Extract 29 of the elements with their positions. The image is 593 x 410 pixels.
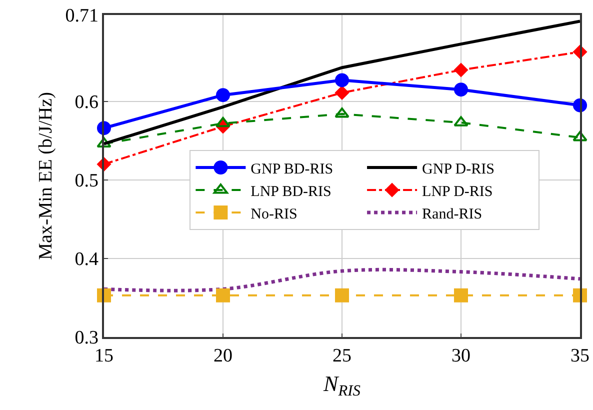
legend-label: GNP D-RIS [422,161,494,178]
x-tick-label: 35 [570,346,590,367]
x-tick-label: 25 [332,346,352,367]
point [572,131,588,142]
point [334,107,350,118]
point [216,116,230,128]
point [335,73,349,88]
point [216,288,230,302]
x-tick-label: 20 [214,346,232,367]
legend-label: Rand-RIS [422,206,482,222]
y-tick-label: 0.6 [74,92,98,114]
point [454,82,468,97]
point [454,288,468,302]
y-tick-label: 0.71 [65,6,98,27]
y-tick-label: 0.4 [74,249,99,270]
point [454,116,468,126]
point [216,88,230,102]
point [335,288,349,302]
point [454,63,468,77]
x-tick-label: 30 [452,346,470,367]
legend-label: LNP BD-RIS [250,184,332,200]
point [96,137,112,148]
point [335,86,349,100]
legend-label: LNP D-RIS [422,184,493,200]
y-tick-label: 0.5 [74,170,98,192]
legend-label: GNP BD-RIS [250,161,334,178]
y-axis-title: Max-Min EE (b/J/Hz) [36,92,57,260]
x-axis-title: N$_{RIS}$ [322,370,361,400]
legend-label: No-RIS [250,206,298,222]
